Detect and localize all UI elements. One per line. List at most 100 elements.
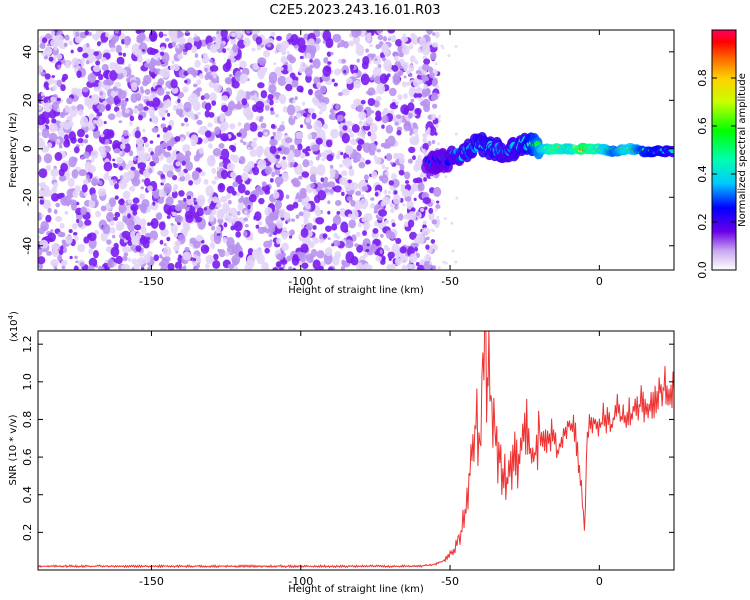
noise-speck [211, 100, 217, 106]
noise-speck [268, 212, 278, 220]
noise-speck [267, 93, 274, 101]
noise-speck [174, 136, 181, 143]
noise-speck [380, 174, 389, 184]
noise-speck [391, 98, 397, 103]
noise-speck [128, 160, 134, 166]
noise-speck [385, 124, 394, 134]
noise-speck [407, 158, 413, 164]
noise-speck [252, 63, 260, 70]
noise-speck [317, 189, 327, 201]
noise-speck [230, 225, 236, 231]
noise-speck [127, 257, 131, 262]
noise-speck [184, 42, 193, 51]
noise-speck [114, 30, 119, 34]
noise-speck [118, 165, 124, 171]
noise-speck [163, 33, 167, 37]
noise-speck [415, 233, 425, 245]
noise-speck [437, 93, 441, 97]
noise-speck [241, 172, 249, 182]
noise-speck [242, 168, 248, 172]
noise-speck [286, 54, 294, 61]
noise-speck [80, 116, 89, 128]
noise-speck [311, 112, 317, 120]
x-tick-label: -100 [288, 275, 313, 288]
noise-speck [379, 73, 388, 85]
noise-speck [264, 247, 270, 254]
noise-speck [264, 166, 272, 175]
noise-speck [183, 197, 187, 202]
noise-speck [204, 67, 208, 72]
noise-speck [211, 180, 217, 185]
noise-speck [287, 66, 293, 73]
noise-speck [105, 171, 109, 176]
noise-speck [416, 264, 425, 270]
noise-speck [182, 86, 189, 93]
noise-speck [74, 255, 78, 260]
noise-speck [315, 137, 323, 145]
noise-speck [91, 33, 98, 40]
noise-speck [327, 61, 332, 65]
noise-speck [375, 96, 382, 102]
noise-speck [335, 103, 340, 110]
noise-speck [111, 234, 116, 239]
noise-speck [109, 61, 117, 71]
noise-speck [272, 267, 278, 270]
noise-speck [258, 145, 264, 152]
noise-speck [117, 90, 127, 100]
noise-speck [245, 259, 255, 269]
noise-speck [332, 239, 341, 247]
noise-speck [219, 155, 224, 160]
noise-speck [52, 84, 57, 91]
noise-speck [124, 216, 132, 226]
noise-speck [289, 229, 295, 236]
noise-speck [413, 197, 417, 202]
noise-speck [174, 240, 181, 248]
noise-speck [284, 137, 293, 144]
noise-speck [209, 65, 219, 73]
noise-speck [227, 199, 232, 205]
noise-speck [431, 79, 438, 86]
noise-speck [258, 197, 265, 205]
noise-speck [40, 71, 46, 76]
signal-core [669, 148, 674, 154]
noise-speck [355, 190, 362, 196]
noise-speck [171, 86, 179, 94]
noise-speck [257, 131, 263, 138]
noise-speck [173, 233, 179, 238]
noise-speck [409, 253, 418, 263]
noise-speck [324, 188, 330, 193]
noise-speck [263, 50, 271, 58]
noise-speck [144, 177, 151, 187]
noise-speck [254, 211, 262, 221]
noise-speck [140, 226, 147, 235]
noise-speck [118, 120, 123, 124]
noise-speck [139, 218, 147, 228]
noise-speck [429, 72, 435, 79]
noise-speck [406, 213, 412, 218]
noise-speck [422, 197, 432, 205]
noise-speck [399, 246, 407, 254]
noise-speck [149, 238, 155, 244]
noise-speck [337, 92, 343, 97]
noise-speck [312, 259, 321, 270]
noise-speck [423, 58, 431, 65]
colorbar-tick-label: 0.8 [696, 69, 709, 87]
noise-speck [331, 223, 338, 231]
noise-speck [249, 90, 256, 96]
noise-speck [381, 115, 389, 124]
noise-speck [76, 128, 85, 138]
noise-speck [363, 174, 369, 181]
noise-speck [216, 208, 225, 220]
noise-speck [349, 133, 355, 138]
noise-speck [235, 231, 241, 238]
noise-speck [391, 101, 396, 107]
noise-speck [106, 203, 111, 209]
noise-speck [329, 168, 336, 176]
noise-speck [96, 41, 101, 47]
noise-speck [435, 204, 441, 209]
noise-speck [344, 145, 354, 155]
noise-speck [134, 130, 141, 139]
noise-speck [430, 228, 434, 232]
noise-speck [278, 94, 287, 104]
